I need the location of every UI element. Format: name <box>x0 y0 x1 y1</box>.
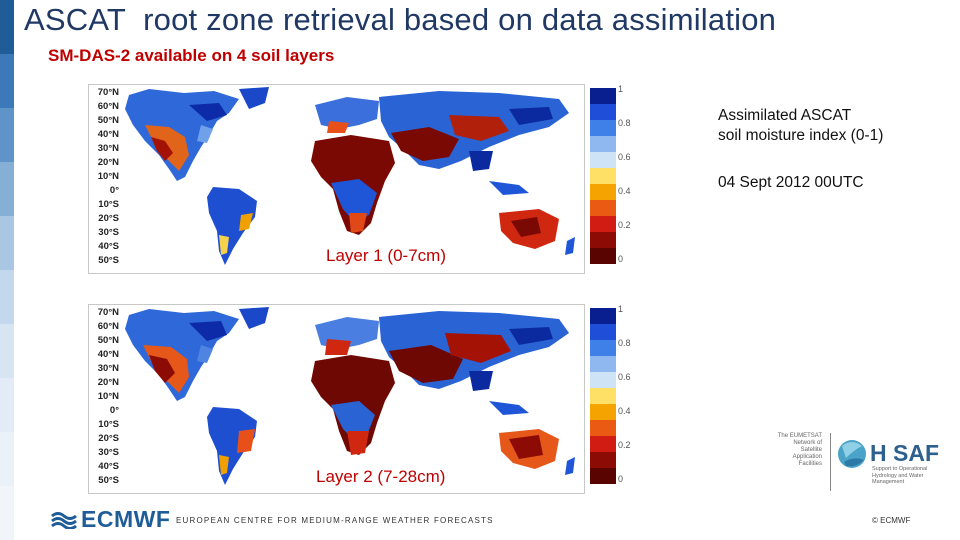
footer-organisation: EUROPEAN CENTRE FOR MEDIUM-RANGE WEATHER… <box>176 516 494 525</box>
lat-label: 10°S <box>98 199 119 210</box>
colorbar-tick-label: 0.8 <box>618 338 631 348</box>
colorbar-tick-label: 0.4 <box>618 406 631 416</box>
colorbar-swatch <box>590 388 616 404</box>
eumetsat-line: The EUMETSAT <box>777 433 822 439</box>
footer-copyright: © ECMWF <box>872 516 911 525</box>
lat-label: 50°N <box>97 335 119 346</box>
strip-block <box>0 0 14 54</box>
lat-label: 50°S <box>98 255 119 266</box>
lat-label: 10°N <box>97 391 119 402</box>
colorbar-tick-label: 0.4 <box>618 186 631 196</box>
lat-label: 40°S <box>98 461 119 472</box>
lat-label: 30°S <box>98 227 119 238</box>
lat-label: 40°S <box>98 241 119 252</box>
soil-moisture-map-1 <box>125 87 575 265</box>
lat-label: 10°N <box>97 171 119 182</box>
map-layer-1: 70°N 60°N 50°N 40°N 30°N 20°N 10°N 0° 10… <box>88 84 585 274</box>
colorbar-swatch <box>590 136 616 152</box>
colorbar-tick-label: 0.6 <box>618 152 631 162</box>
colorbar-tick-label: 0.8 <box>618 118 631 128</box>
colorbar-swatch <box>590 340 616 356</box>
colorbar-swatch <box>590 232 616 248</box>
eumetsat-caption: The EUMETSAT Network of Satellite Applic… <box>770 433 822 468</box>
colorbar-swatch <box>590 420 616 436</box>
strip-block <box>0 378 14 432</box>
strip-block <box>0 270 14 324</box>
colorbar-tick-label: 0 <box>618 254 624 264</box>
lat-label: 30°N <box>97 143 119 154</box>
colorbar-swatch <box>590 452 616 468</box>
legend-line: Assimilated ASCAT <box>718 107 852 124</box>
ecmwf-wordmark: ECMWF <box>81 506 171 532</box>
logo-divider <box>830 433 831 491</box>
colorbar-swatch <box>590 120 616 136</box>
map-layer-2: 70°N 60°N 50°N 40°N 30°N 20°N 10°N 0° 10… <box>88 304 585 494</box>
soil-moisture-map-2 <box>125 307 575 485</box>
colorbar-swatch <box>590 104 616 120</box>
ecmwf-wave-icon <box>51 511 77 529</box>
lat-label: 20°S <box>98 433 119 444</box>
colorbar-swatch <box>590 168 616 184</box>
lat-label: 10°S <box>98 419 119 430</box>
strip-block <box>0 324 14 378</box>
colorbar-swatch <box>590 372 616 388</box>
colorbar-swatch <box>590 324 616 340</box>
hsaf-globe-icon <box>838 440 866 468</box>
lat-label: 60°N <box>97 321 119 332</box>
slide-title: ASCAT root zone retrieval based on data … <box>24 2 777 37</box>
colorbar-tick-label: 1 <box>618 304 624 314</box>
colorbar-2 <box>590 308 616 484</box>
colorbar-1 <box>590 88 616 264</box>
strip-block <box>0 162 14 216</box>
lat-label: 40°N <box>97 349 119 360</box>
ecmwf-logo: ECMWF <box>50 506 170 533</box>
colorbar-swatch <box>590 248 616 264</box>
colorbar-swatch <box>590 308 616 324</box>
eumetsat-line: Network of <box>793 440 822 446</box>
lat-label: 30°N <box>97 363 119 374</box>
lat-label: 70°N <box>97 87 119 98</box>
colorbar-swatch <box>590 184 616 200</box>
strip-block <box>0 216 14 270</box>
lat-label: 20°N <box>97 157 119 168</box>
layer-2-label: Layer 2 (7-28cm) <box>314 467 448 487</box>
side-color-strip <box>0 0 14 540</box>
colorbar-tick-label: 0 <box>618 474 624 484</box>
lat-label: 60°N <box>97 101 119 112</box>
slide-subtitle: SM-DAS-2 available on 4 soil layers <box>48 46 335 65</box>
colorbar-swatch <box>590 88 616 104</box>
hsaf-wordmark: H SAF <box>870 440 939 466</box>
strip-block <box>0 432 14 486</box>
lat-label: 0° <box>109 185 119 196</box>
eumetsat-line: Facilities <box>798 461 822 467</box>
lat-label: 20°S <box>98 213 119 224</box>
colorbar-tick-label: 0.2 <box>618 440 631 450</box>
lat-label: 40°N <box>97 129 119 140</box>
colorbar-swatch <box>590 468 616 484</box>
colorbar-tick-label: 0.6 <box>618 372 631 382</box>
lat-label: 70°N <box>97 307 119 318</box>
colorbar-swatch <box>590 152 616 168</box>
strip-block <box>0 54 14 108</box>
colorbar-swatch <box>590 356 616 372</box>
legend-line: soil moisture index (0-1) <box>718 127 884 144</box>
lat-label: 0° <box>109 405 119 416</box>
strip-block <box>0 108 14 162</box>
colorbar-tick-label: 1 <box>618 84 624 94</box>
hsaf-tagline: Support to Operational Hydrology and Wat… <box>872 466 928 485</box>
colorbar-tick-label: 0.2 <box>618 220 631 230</box>
lat-label: 50°S <box>98 475 119 486</box>
strip-block <box>0 486 14 540</box>
colorbar-swatch <box>590 216 616 232</box>
eumetsat-line: Satellite Application <box>792 447 822 460</box>
legend-description: Assimilated ASCAT soil moisture index (0… <box>718 106 883 146</box>
lat-label: 20°N <box>97 377 119 388</box>
colorbar-swatch <box>590 404 616 420</box>
layer-1-label: Layer 1 (0-7cm) <box>324 246 448 266</box>
lat-label: 50°N <box>97 115 119 126</box>
colorbar-swatch <box>590 200 616 216</box>
colorbar-swatch <box>590 436 616 452</box>
lat-label: 30°S <box>98 447 119 458</box>
analysis-date: 04 Sept 2012 00UTC <box>718 174 864 191</box>
